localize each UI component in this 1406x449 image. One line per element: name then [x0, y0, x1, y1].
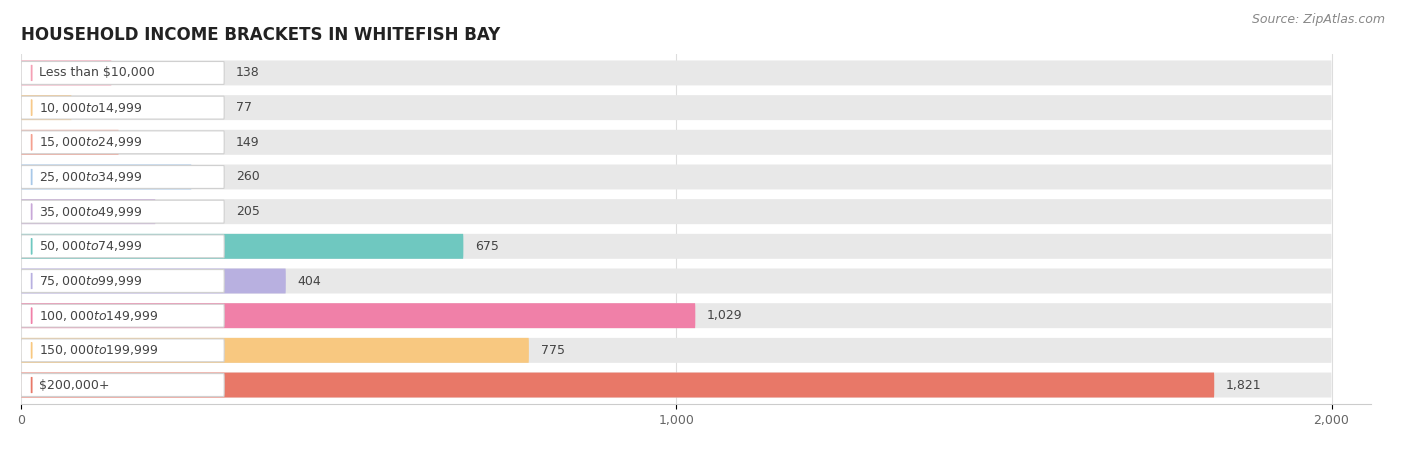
FancyBboxPatch shape	[21, 130, 1331, 155]
FancyBboxPatch shape	[21, 235, 224, 258]
Text: 260: 260	[236, 171, 260, 184]
FancyBboxPatch shape	[21, 199, 156, 224]
Text: 775: 775	[541, 344, 565, 357]
Text: 77: 77	[236, 101, 252, 114]
FancyBboxPatch shape	[21, 269, 1331, 294]
Text: 1,029: 1,029	[707, 309, 742, 322]
Text: $15,000 to $24,999: $15,000 to $24,999	[39, 135, 143, 150]
FancyBboxPatch shape	[21, 303, 1331, 328]
FancyBboxPatch shape	[21, 373, 1215, 397]
FancyBboxPatch shape	[21, 338, 1331, 363]
Text: 138: 138	[236, 66, 260, 79]
Text: $100,000 to $149,999: $100,000 to $149,999	[39, 308, 159, 323]
Text: $200,000+: $200,000+	[39, 379, 110, 392]
FancyBboxPatch shape	[21, 338, 529, 363]
Text: 404: 404	[298, 274, 322, 287]
FancyBboxPatch shape	[21, 339, 224, 362]
Text: Source: ZipAtlas.com: Source: ZipAtlas.com	[1251, 13, 1385, 26]
FancyBboxPatch shape	[21, 234, 464, 259]
Text: $75,000 to $99,999: $75,000 to $99,999	[39, 274, 143, 288]
FancyBboxPatch shape	[21, 234, 1331, 259]
FancyBboxPatch shape	[21, 62, 224, 84]
FancyBboxPatch shape	[21, 373, 1331, 397]
FancyBboxPatch shape	[21, 95, 72, 120]
FancyBboxPatch shape	[21, 95, 1331, 120]
Text: $10,000 to $14,999: $10,000 to $14,999	[39, 101, 143, 114]
Text: HOUSEHOLD INCOME BRACKETS IN WHITEFISH BAY: HOUSEHOLD INCOME BRACKETS IN WHITEFISH B…	[21, 26, 501, 44]
Text: 675: 675	[475, 240, 499, 253]
Text: $50,000 to $74,999: $50,000 to $74,999	[39, 239, 143, 253]
FancyBboxPatch shape	[21, 164, 1331, 189]
FancyBboxPatch shape	[21, 374, 224, 396]
Text: $35,000 to $49,999: $35,000 to $49,999	[39, 205, 143, 219]
Text: 1,821: 1,821	[1226, 379, 1261, 392]
Text: 149: 149	[236, 136, 260, 149]
FancyBboxPatch shape	[21, 130, 118, 155]
FancyBboxPatch shape	[21, 131, 224, 154]
FancyBboxPatch shape	[21, 164, 191, 189]
FancyBboxPatch shape	[21, 269, 224, 292]
FancyBboxPatch shape	[21, 166, 224, 189]
FancyBboxPatch shape	[21, 269, 285, 294]
Text: Less than $10,000: Less than $10,000	[39, 66, 155, 79]
FancyBboxPatch shape	[21, 96, 224, 119]
FancyBboxPatch shape	[21, 199, 1331, 224]
Text: 205: 205	[236, 205, 260, 218]
FancyBboxPatch shape	[21, 303, 696, 328]
FancyBboxPatch shape	[21, 200, 224, 223]
Text: $25,000 to $34,999: $25,000 to $34,999	[39, 170, 143, 184]
FancyBboxPatch shape	[21, 304, 224, 327]
Text: $150,000 to $199,999: $150,000 to $199,999	[39, 343, 159, 357]
FancyBboxPatch shape	[21, 61, 1331, 85]
FancyBboxPatch shape	[21, 61, 111, 85]
